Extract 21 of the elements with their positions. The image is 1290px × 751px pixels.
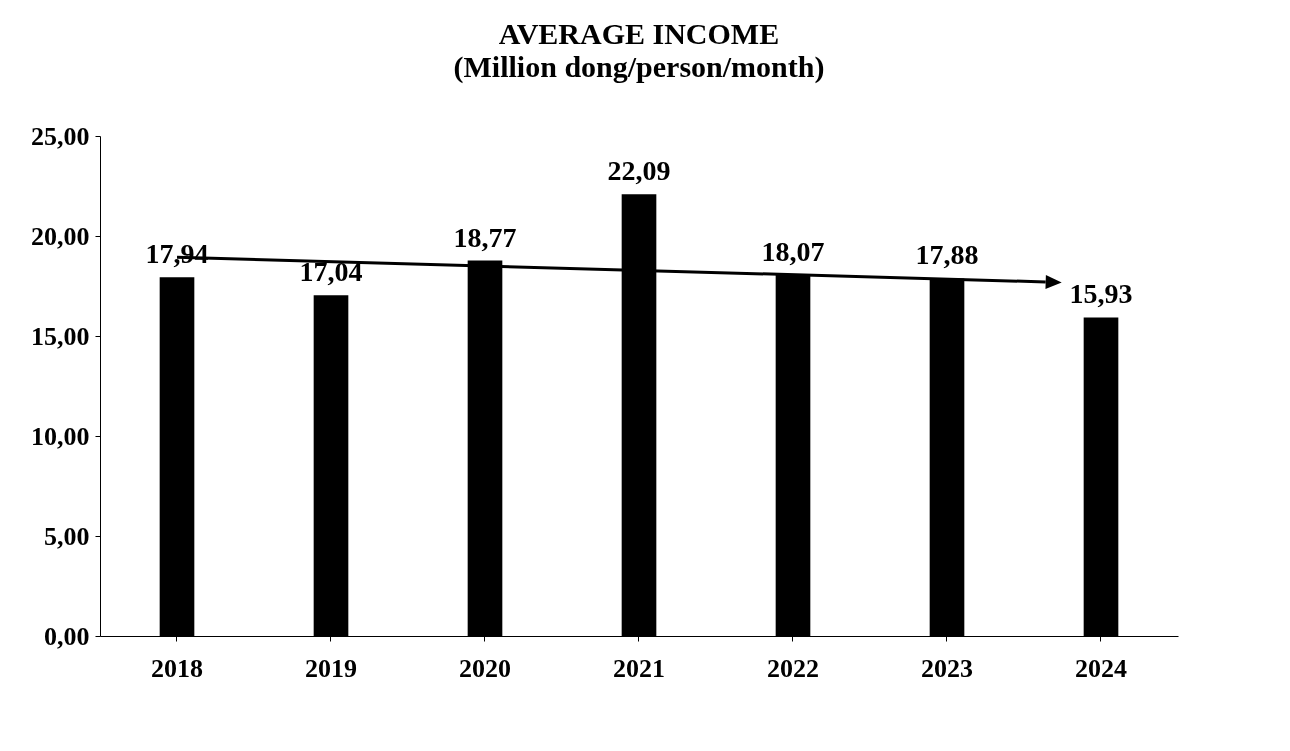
data-label: 22,09: [607, 155, 671, 187]
y-tick-label: 0,00: [44, 621, 90, 651]
y-tick-label: 5,00: [44, 521, 90, 551]
x-tick-label: 2018: [151, 653, 203, 683]
y-tick-label: 20,00: [31, 221, 90, 251]
y-tick-label: 15,00: [31, 321, 90, 351]
y-tick-label: 25,00: [31, 121, 90, 151]
data-label: 17,04: [299, 256, 363, 288]
x-tick-label: 2023: [921, 653, 973, 683]
x-tick-label: 2022: [767, 653, 819, 683]
chart-title: AVERAGE INCOME: [498, 17, 780, 50]
chart-subtitle: (Million dong/person/month): [453, 50, 825, 84]
y-tick-label: 10,00: [31, 421, 90, 451]
data-label: 17,88: [915, 239, 979, 271]
data-label: 15,93: [1069, 278, 1133, 310]
data-label: 18,77: [453, 221, 517, 253]
x-tick-label: 2021: [613, 653, 665, 683]
x-tick-label: 2020: [459, 653, 511, 683]
data-label: 18,07: [761, 235, 825, 267]
x-tick-label: 2024: [1075, 653, 1127, 683]
x-tick-label: 2019: [305, 653, 357, 683]
